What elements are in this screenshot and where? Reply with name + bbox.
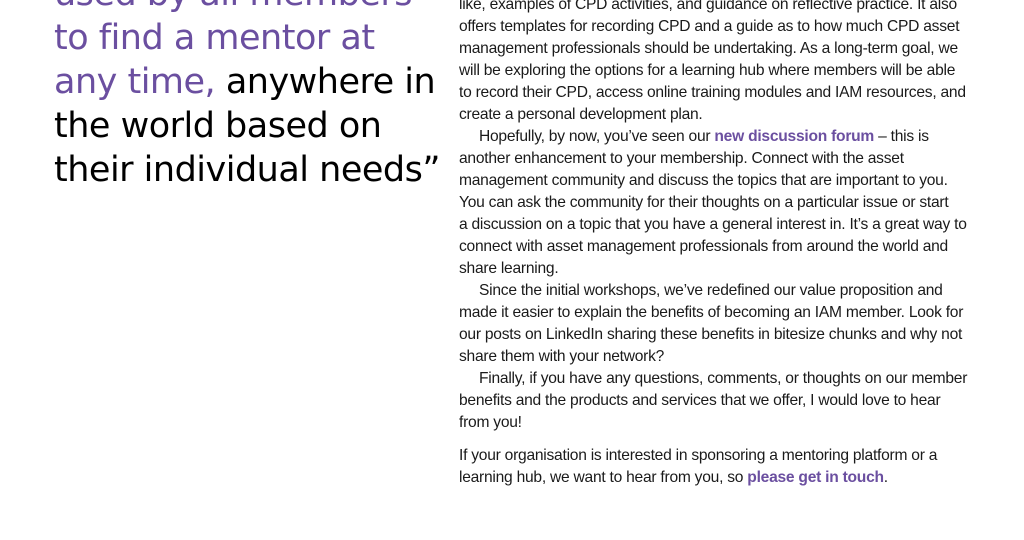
paragraph: If your organisation is interested in sp…: [459, 445, 989, 489]
text-line: management community and discuss the top…: [459, 172, 948, 189]
text-line: made it easier to explain the benefits o…: [459, 304, 964, 321]
text-line: Since the initial workshops, we’ve redef…: [479, 282, 943, 299]
text-segment: Hopefully, by now, you’ve seen our: [479, 128, 715, 145]
text-line: connect with asset management profession…: [459, 238, 948, 255]
discussion-forum-link[interactable]: new discussion forum: [714, 128, 875, 145]
quote-line: their individual needs”: [54, 150, 441, 190]
text-line: from you!: [459, 414, 522, 431]
paragraph: like, examples of CPD activities, and gu…: [459, 0, 989, 126]
text-line: share learning.: [459, 260, 559, 277]
get-in-touch-link[interactable]: please get in touch: [747, 469, 884, 486]
text-line: benefits and the products and services t…: [459, 392, 941, 409]
text-line: will be exploring the options for a lear…: [459, 62, 956, 79]
quote-line: to find a mentor at: [54, 18, 375, 58]
quote-line: the world based on: [54, 106, 382, 146]
text-line: management professionals should be under…: [459, 40, 958, 57]
text-line: our posts on LinkedIn sharing these bene…: [459, 326, 963, 343]
text-line: another enhancement to your membership. …: [459, 150, 904, 167]
text-segment: – this is: [874, 128, 929, 145]
text-line: create a personal development plan.: [459, 106, 703, 123]
pull-quote: used by all members to find a mentor at …: [54, 0, 441, 192]
text-line: If your organisation is interested in sp…: [459, 447, 938, 464]
text-line: offers templates for recording CPD and a…: [459, 18, 960, 35]
text-line: You can ask the community for their thou…: [459, 194, 949, 211]
quote-line: any time,: [54, 62, 216, 102]
article-body: like, examples of CPD activities, and gu…: [459, 0, 989, 489]
text-line: Finally, if you have any questions, comm…: [479, 370, 968, 387]
text-segment: .: [883, 469, 888, 486]
text-line: to record their CPD, access online train…: [459, 84, 966, 101]
text-line: a discussion on a topic that you have a …: [459, 216, 967, 233]
paragraph: Hopefully, by now, you’ve seen our new d…: [459, 126, 989, 280]
paragraph: Since the initial workshops, we’ve redef…: [459, 280, 989, 368]
quote-line: used by all members: [54, 0, 440, 16]
text-line: like, examples of CPD activities, and gu…: [459, 0, 957, 13]
text-line: share them with your network?: [459, 348, 665, 365]
quote-line: anywhere in: [225, 62, 436, 102]
paragraph: Finally, if you have any questions, comm…: [459, 368, 989, 434]
text-segment: learning hub, we want to hear from you, …: [459, 469, 748, 486]
